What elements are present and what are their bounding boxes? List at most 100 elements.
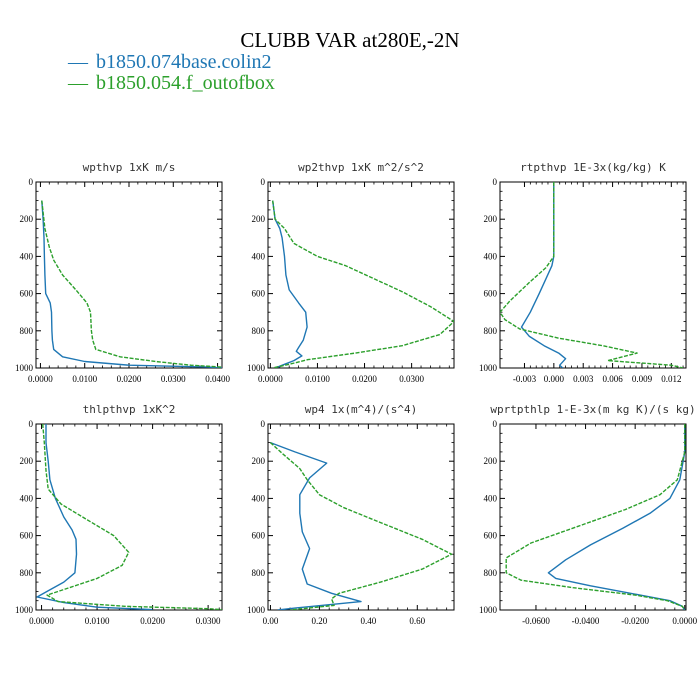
x-tick-label: 0.0200 bbox=[352, 374, 377, 384]
y-tick-label: 800 bbox=[20, 326, 34, 336]
y-tick-label: 400 bbox=[20, 251, 34, 261]
y-tick-label: 200 bbox=[484, 456, 498, 466]
legend-swatch-2: — bbox=[68, 72, 88, 94]
y-tick-label: 400 bbox=[484, 493, 498, 503]
y-tick-label: 400 bbox=[252, 251, 266, 261]
subplot-6: wprtpthlp 1-E-3x(m kg K)/(s kg) 0 200 400 60… bbox=[479, 403, 698, 626]
y-tick-label: 600 bbox=[20, 531, 34, 541]
x-tick-label: -0.003 bbox=[513, 374, 537, 384]
x-tick-label: 0.0100 bbox=[305, 374, 330, 384]
series-line-2 bbox=[42, 424, 222, 610]
subplot-title: thlpthvp 1xK^2 bbox=[83, 403, 176, 416]
series-line-2 bbox=[272, 200, 454, 368]
y-tick-label: 1000 bbox=[247, 363, 266, 373]
x-tick-label: 0.0300 bbox=[399, 374, 424, 384]
subplot-2: wp2thvp 1xK m^2/s^2 0 200 400 600 800 10000.00… bbox=[247, 161, 455, 384]
y-tick-label: 800 bbox=[252, 326, 266, 336]
plot-frame bbox=[499, 423, 687, 611]
legend: — b1850.074base.colin2 — b1850.054.f_outof… bbox=[68, 52, 275, 94]
legend-entry-2: — b1850.054.f_outofbox bbox=[68, 73, 275, 94]
x-tick-label: 0.0000 bbox=[258, 374, 283, 384]
subplot-title: rtpthvp 1E-3x(kg/kg) K bbox=[520, 161, 666, 174]
series-line-1 bbox=[41, 200, 222, 368]
y-tick-label: 800 bbox=[20, 568, 34, 578]
y-tick-label: 400 bbox=[252, 493, 266, 503]
y-tick-label: 400 bbox=[20, 493, 34, 503]
x-tick-label: 0.0300 bbox=[196, 616, 221, 626]
series-line-1 bbox=[520, 182, 567, 368]
y-tick-label: 600 bbox=[20, 289, 34, 299]
plot-frame bbox=[499, 181, 687, 369]
x-tick-label: 0.0100 bbox=[85, 616, 110, 626]
x-tick-label: -0.0400 bbox=[572, 616, 600, 626]
legend-swatch-1: — bbox=[68, 51, 88, 73]
y-tick-label: 400 bbox=[484, 251, 498, 261]
y-tick-label: 1000 bbox=[15, 605, 34, 615]
y-tick-label: 0 bbox=[493, 177, 498, 187]
series-line-2 bbox=[500, 182, 684, 368]
y-tick-label: 600 bbox=[252, 531, 266, 541]
x-tick-label: 0.0400 bbox=[205, 374, 230, 384]
y-tick-label: 1000 bbox=[247, 605, 266, 615]
plot-frame bbox=[267, 181, 455, 369]
plot-frame bbox=[35, 181, 223, 369]
y-tick-label: 600 bbox=[252, 289, 266, 299]
x-tick-label: 0.0200 bbox=[140, 616, 165, 626]
figure-title: CLUBB VAR at280E,-2N bbox=[240, 28, 460, 52]
x-tick-label: 0.006 bbox=[602, 374, 623, 384]
y-tick-label: 0 bbox=[493, 419, 498, 429]
y-tick-label: 200 bbox=[484, 214, 498, 224]
x-tick-label: 0.0000 bbox=[29, 616, 54, 626]
series-line-2 bbox=[41, 200, 222, 368]
y-tick-label: 200 bbox=[20, 456, 34, 466]
series-line-2 bbox=[269, 442, 453, 610]
y-tick-label: 0 bbox=[29, 177, 34, 187]
y-tick-label: 0 bbox=[261, 177, 266, 187]
y-tick-label: 1000 bbox=[479, 605, 498, 615]
x-tick-label: 0.20 bbox=[312, 616, 328, 626]
subplot-title: wp2thvp 1xK m^2/s^2 bbox=[298, 161, 424, 174]
y-tick-label: 600 bbox=[484, 289, 498, 299]
legend-label-1: b1850.074base.colin2 bbox=[96, 51, 272, 73]
series-line-1 bbox=[36, 424, 153, 610]
x-tick-label: 0.0100 bbox=[72, 374, 97, 384]
series-line-1 bbox=[272, 200, 308, 368]
y-tick-label: 0 bbox=[261, 419, 266, 429]
x-tick-label: 0.00 bbox=[263, 616, 279, 626]
y-tick-label: 200 bbox=[20, 214, 34, 224]
x-tick-label: 0.60 bbox=[409, 616, 425, 626]
x-tick-label: 0.009 bbox=[632, 374, 653, 384]
subplot-title: wpthvp 1xK m/s bbox=[83, 161, 176, 174]
series-line-1 bbox=[547, 424, 686, 610]
x-tick-label: -0.0600 bbox=[522, 616, 550, 626]
y-tick-label: 1000 bbox=[15, 363, 34, 373]
x-tick-label: 0.0000 bbox=[28, 374, 53, 384]
series-line-2 bbox=[505, 424, 686, 610]
x-tick-label: 0.0200 bbox=[117, 374, 142, 384]
series-line-1 bbox=[270, 441, 362, 610]
x-tick-label: -0.0200 bbox=[621, 616, 649, 626]
x-tick-label: 0.0000 bbox=[672, 616, 697, 626]
x-tick-label: 0.40 bbox=[360, 616, 376, 626]
y-tick-label: 200 bbox=[252, 214, 266, 224]
x-tick-label: 0.0300 bbox=[161, 374, 186, 384]
x-tick-label: 0.003 bbox=[573, 374, 594, 384]
subplot-title: wprtpthlp 1-E-3x(m kg K)/(s kg) bbox=[490, 403, 695, 416]
y-tick-label: 800 bbox=[252, 568, 266, 578]
x-tick-label: 0.000 bbox=[544, 374, 565, 384]
legend-label-2: b1850.054.f_outofbox bbox=[96, 72, 275, 94]
y-tick-label: 1000 bbox=[479, 363, 498, 373]
y-tick-label: 800 bbox=[484, 326, 498, 336]
y-tick-label: 600 bbox=[484, 531, 498, 541]
y-tick-label: 200 bbox=[252, 456, 266, 466]
y-tick-label: 0 bbox=[29, 419, 34, 429]
subplot-3: rtpthvp 1E-3x(kg/kg) K 0 200 400 600 800 1000 -… bbox=[479, 161, 687, 384]
subplot-title: wp4 1x(m^4)/(s^4) bbox=[305, 403, 418, 416]
y-tick-label: 800 bbox=[484, 568, 498, 578]
legend-entry-1: — b1850.074base.colin2 bbox=[68, 52, 275, 73]
